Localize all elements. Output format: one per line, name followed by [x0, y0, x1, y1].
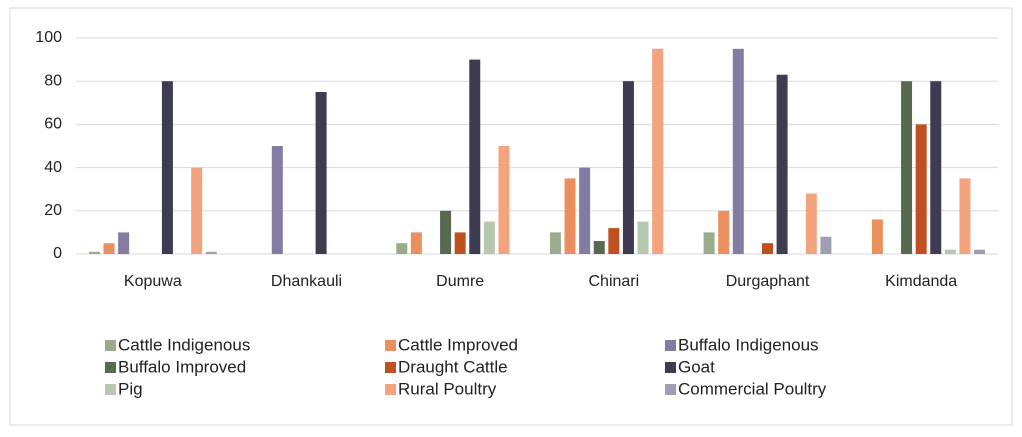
- bar: [820, 236, 832, 254]
- bar: [483, 221, 495, 254]
- legend-swatch: [385, 340, 396, 351]
- x-tick-label: Chinari: [588, 273, 639, 290]
- bar: [622, 81, 634, 254]
- bar: [732, 48, 744, 254]
- y-tick-label: 0: [53, 245, 62, 262]
- legend-swatch: [105, 384, 116, 395]
- bar: [776, 74, 788, 254]
- legend-label: Rural Poultry: [398, 379, 497, 398]
- x-tick-label: Kimdanda: [885, 273, 957, 290]
- bar: [718, 210, 730, 254]
- legend-swatch: [105, 340, 116, 351]
- bar: [564, 178, 576, 254]
- bar: [652, 48, 664, 254]
- chart-frame: [9, 7, 1013, 426]
- bar: [118, 232, 130, 254]
- legend-swatch: [105, 362, 116, 373]
- bar: [608, 228, 620, 254]
- legend-label: Draught Cattle: [398, 357, 508, 376]
- bar: [191, 167, 203, 254]
- legend-label: Cattle Indigenous: [118, 335, 250, 354]
- y-tick-label: 60: [44, 116, 62, 133]
- bar: [161, 81, 173, 254]
- bar: [915, 124, 927, 255]
- bar: [871, 219, 883, 254]
- bar: [103, 243, 115, 254]
- legend-label: Pig: [118, 379, 143, 398]
- y-tick-label: 20: [44, 202, 62, 219]
- bar: [498, 146, 510, 254]
- bar: [944, 249, 956, 254]
- bar: [637, 221, 649, 254]
- legend-label: Commercial Poultry: [678, 379, 827, 398]
- legend-swatch: [665, 384, 676, 395]
- x-tick-label: Dhankauli: [271, 273, 342, 290]
- bar: [703, 232, 715, 254]
- bar: [88, 251, 100, 254]
- bar: [205, 251, 217, 254]
- legend-swatch: [665, 340, 676, 351]
- bar: [579, 167, 591, 254]
- bar: [271, 146, 283, 254]
- bar: [469, 59, 481, 254]
- bar: [593, 241, 605, 254]
- bar: [930, 81, 942, 254]
- bar: [440, 210, 452, 254]
- x-tick-label: Durgaphant: [726, 273, 810, 290]
- legend-swatch: [665, 362, 676, 373]
- bar: [396, 243, 408, 254]
- legend-label: Cattle Improved: [398, 335, 518, 354]
- legend-label: Goat: [678, 357, 715, 376]
- bar: [959, 178, 971, 254]
- bar: [315, 92, 327, 254]
- bar: [549, 232, 561, 254]
- bar: [805, 193, 817, 254]
- bar: [901, 81, 913, 254]
- legend-label: Buffalo Improved: [118, 357, 246, 376]
- bar: [762, 243, 773, 254]
- x-tick-label: Kopuwa: [124, 273, 182, 290]
- bar: [410, 232, 422, 254]
- y-tick-label: 100: [35, 29, 62, 46]
- y-tick-label: 80: [44, 72, 62, 89]
- x-tick-label: Dumre: [436, 273, 484, 290]
- legend-label: Buffalo Indigenous: [678, 335, 819, 354]
- legend-swatch: [385, 384, 396, 395]
- legend-swatch: [385, 362, 396, 373]
- bar: [454, 232, 466, 254]
- y-tick-label: 40: [44, 159, 62, 176]
- bar: [974, 249, 986, 254]
